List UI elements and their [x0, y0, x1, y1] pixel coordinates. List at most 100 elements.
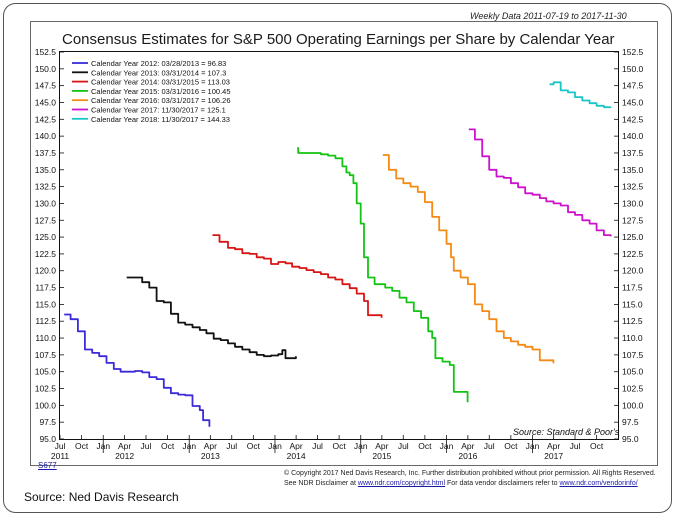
y-tick-label-right: 105.0	[622, 367, 644, 377]
y-tick-label-left: 152.5	[35, 47, 57, 57]
x-tick-label: Jul	[570, 441, 581, 451]
y-tick-label-left: 140.0	[35, 131, 57, 141]
y-tick-label-left: 132.5	[35, 182, 57, 192]
x-tick-label: Jul	[55, 441, 66, 451]
y-tick-label-right: 150.0	[622, 64, 644, 74]
y-tick-label-left: 97.5	[39, 417, 56, 427]
x-tick-label: Oct	[590, 441, 604, 451]
y-tick-label-left: 120.0	[35, 266, 57, 276]
y-tick-label-right: 127.5	[622, 215, 644, 225]
y-tick-label-left: 110.0	[35, 333, 56, 343]
x-tick-label: Apr	[547, 441, 560, 451]
y-tick-label-right: 97.5	[622, 417, 639, 427]
y-tick-label-left: 147.5	[35, 81, 57, 91]
disclaimer-text-b: For data vendor disclaimers refer to	[445, 480, 560, 487]
y-tick-label-right: 120.0	[622, 266, 644, 276]
x-year-label: 2013	[201, 451, 220, 461]
y-tick-label-right: 122.5	[622, 249, 644, 259]
series-line-2017	[468, 128, 612, 237]
y-tick-label-right: 147.5	[622, 81, 644, 91]
plot-area	[59, 51, 619, 440]
x-axis: Jul Oct Jan Apr Jul Oct Jan Apr Jul Oct Jan Apr Jul O…	[51, 435, 604, 461]
series-line-2018	[549, 81, 612, 109]
x-year-label: 2011	[51, 451, 70, 461]
x-year-label: 2017	[544, 451, 563, 461]
series-line-2014	[212, 234, 383, 318]
y-tick-label-left: 142.5	[35, 114, 57, 124]
x-tick-label: Jul	[398, 441, 409, 451]
y-tick-label-right: 145.0	[622, 97, 644, 107]
y-tick-label-left: 107.5	[35, 350, 57, 360]
y-tick-label-left: 102.5	[35, 384, 57, 394]
x-year-label: 2015	[372, 451, 391, 461]
y-tick-label-right: 112.5	[622, 316, 643, 326]
y-tick-label-right: 152.5	[622, 47, 644, 57]
x-tick-label: Oct	[161, 441, 175, 451]
y-tick-label-right: 107.5	[622, 350, 644, 360]
legend-entry: Calendar Year 2015: 03/31/2016 = 100.45	[91, 87, 231, 96]
y-tick-label-left: 122.5	[35, 249, 57, 259]
x-tick-label: Apr	[290, 441, 303, 451]
weekly-data-note: Weekly Data 2011-07-19 to 2017-11-30	[470, 11, 627, 21]
legend-entry: Calendar Year 2013: 03/31/2014 = 107.3	[91, 68, 226, 77]
x-year-label: 2014	[287, 451, 306, 461]
legend-entry: Calendar Year 2012: 03/28/2013 = 96.83	[91, 59, 226, 68]
y-tick-label-right: 132.5	[622, 182, 644, 192]
x-year-label: 2012	[115, 451, 134, 461]
vendor-info-link[interactable]: www.ndr.com/vendorinfo/	[559, 480, 638, 487]
x-tick-label: Jul	[226, 441, 237, 451]
copyright-line-1: © Copyright 2017 Ned Davis Research, Inc…	[284, 470, 656, 477]
y-tick-label-right: 137.5	[622, 148, 644, 158]
y-tick-label-left: 95.0	[39, 434, 56, 444]
legend: Calendar Year 2012: 03/28/2013 = 96.83Ca…	[72, 59, 231, 124]
x-tick-label: Apr	[118, 441, 131, 451]
y-tick-label-right: 95.0	[622, 434, 639, 444]
legend-entry: Calendar Year 2017: 11/30/2017 = 125.1	[91, 106, 226, 115]
series-line-2013	[126, 276, 297, 360]
series-line-2016	[382, 154, 555, 364]
y-tick-label-left: 150.0	[35, 64, 57, 74]
y-tick-label-left: 130.0	[35, 198, 57, 208]
y-tick-label-right: 100.0	[622, 400, 644, 410]
y-tick-label-left: 127.5	[35, 215, 57, 225]
series-line-2012	[64, 313, 211, 427]
series-lines	[64, 81, 612, 427]
x-tick-label: Apr	[461, 441, 474, 451]
y-tick-label-left: 100.0	[35, 400, 57, 410]
chart-title: Consensus Estimates for S&P 500 Operatin…	[62, 31, 615, 48]
x-year-label: 2016	[458, 451, 477, 461]
legend-entry: Calendar Year 2016: 03/31/2017 = 106.26	[91, 96, 231, 105]
x-tick-label: Apr	[375, 441, 388, 451]
y-tick-label-left: 112.5	[35, 316, 56, 326]
y-tick-label-left: 117.5	[35, 283, 56, 293]
y-tick-label-right: 102.5	[622, 384, 644, 394]
y-tick-label-right: 117.5	[622, 283, 643, 293]
legend-entry: Calendar Year 2018: 11/30/2017 = 144.33	[91, 115, 230, 124]
y-tick-label-left: 137.5	[35, 148, 57, 158]
panel-border	[30, 21, 658, 466]
y-tick-label-left: 125.0	[35, 232, 57, 242]
x-tick-label: Jul	[312, 441, 323, 451]
x-tick-label: Oct	[504, 441, 518, 451]
y-axes: 95.0 95.0 97.5 97.5 100.0 100.0 102.5 102.5 105.…	[35, 47, 644, 444]
x-tick-label: Oct	[418, 441, 432, 451]
x-tick-label: Jul	[484, 441, 495, 451]
y-tick-label-left: 135.0	[35, 165, 57, 175]
y-tick-label-left: 105.0	[35, 367, 57, 377]
y-tick-label-right: 125.0	[622, 232, 644, 242]
x-tick-label: Oct	[247, 441, 261, 451]
y-tick-label-right: 115.0	[622, 299, 643, 309]
chart-source-note: Source: Standard & Poor's	[513, 427, 620, 437]
x-tick-label: Oct	[75, 441, 89, 451]
outer-border	[3, 3, 672, 513]
x-tick-label: Jul	[141, 441, 152, 451]
y-tick-label-right: 135.0	[622, 165, 644, 175]
chart-code-link[interactable]: S677	[38, 461, 57, 470]
copyright-link[interactable]: www.ndr.com/copyright.html	[357, 480, 446, 487]
copyright-line-2: See NDR Disclaimer at www.ndr.com/copyri…	[284, 480, 638, 487]
y-tick-label-right: 130.0	[622, 198, 644, 208]
y-tick-label-right: 140.0	[622, 131, 644, 141]
y-tick-label-right: 110.0	[622, 333, 643, 343]
disclaimer-text-a: See NDR Disclaimer at	[284, 480, 358, 487]
